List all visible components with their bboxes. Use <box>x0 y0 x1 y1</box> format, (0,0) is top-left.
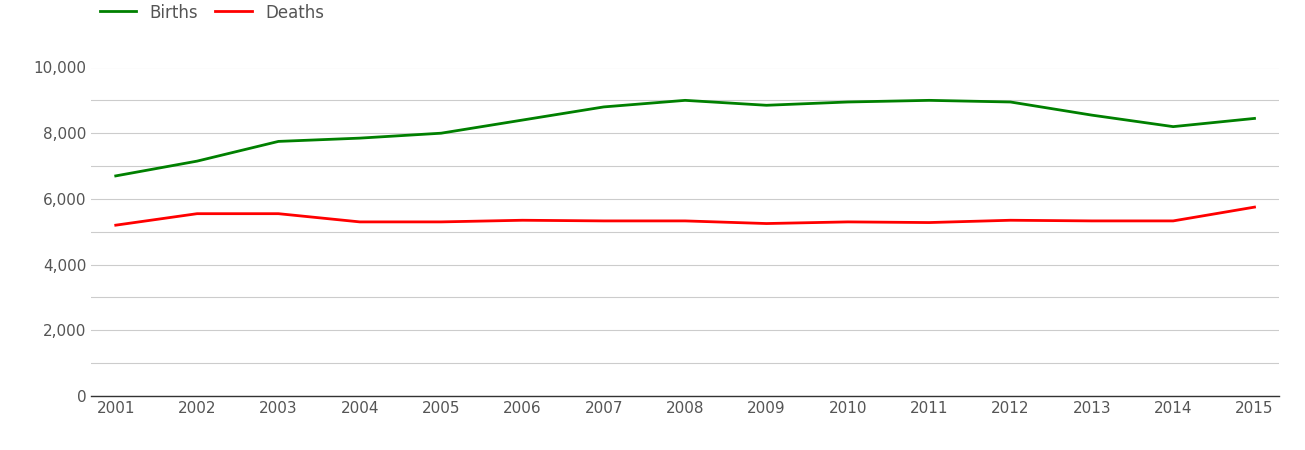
Deaths <box>433 219 449 225</box>
Deaths <box>596 218 612 224</box>
Births <box>270 139 286 144</box>
Deaths <box>108 222 124 228</box>
Births <box>108 173 124 179</box>
Deaths <box>1084 218 1100 224</box>
Births <box>677 98 693 103</box>
Legend: Births, Deaths: Births, Deaths <box>99 4 324 22</box>
Births <box>514 117 530 123</box>
Births <box>921 98 937 103</box>
Deaths <box>921 220 937 225</box>
Births <box>433 130 449 136</box>
Deaths <box>1165 218 1181 224</box>
Line: Deaths: Deaths <box>116 207 1254 225</box>
Births <box>1084 112 1100 118</box>
Births <box>1002 99 1018 105</box>
Births <box>1165 124 1181 129</box>
Births <box>840 99 856 105</box>
Deaths <box>270 211 286 216</box>
Births <box>352 135 368 141</box>
Births <box>596 104 612 110</box>
Deaths <box>758 221 774 226</box>
Births <box>1246 116 1262 121</box>
Deaths <box>1246 204 1262 210</box>
Births <box>758 103 774 108</box>
Deaths <box>189 211 205 216</box>
Deaths <box>840 219 856 225</box>
Deaths <box>514 217 530 223</box>
Line: Births: Births <box>116 100 1254 176</box>
Deaths <box>352 219 368 225</box>
Deaths <box>1002 217 1018 223</box>
Deaths <box>677 218 693 224</box>
Births <box>189 158 205 164</box>
